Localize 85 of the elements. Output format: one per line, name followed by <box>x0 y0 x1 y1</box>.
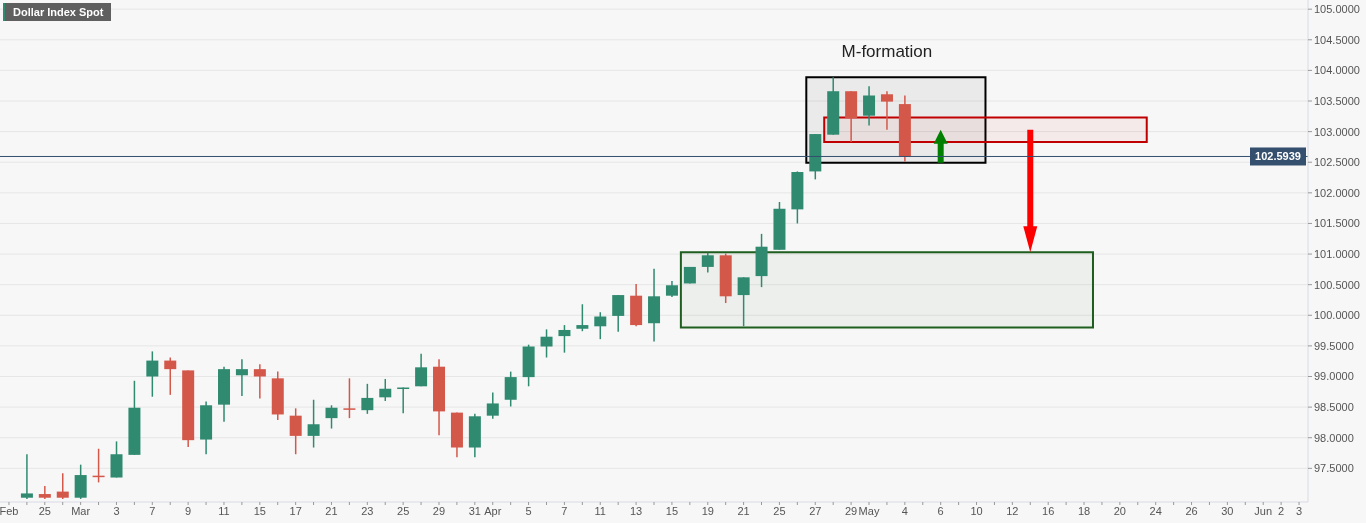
candlestick <box>486 391 499 420</box>
candlestick <box>863 85 876 127</box>
x-tick-label: 10 <box>970 504 983 517</box>
x-tick-label: 30 <box>1221 504 1234 517</box>
y-tick-label: 102.5000 <box>1314 156 1360 169</box>
x-tick-label: 25 <box>773 504 786 517</box>
candlestick <box>361 383 374 415</box>
candlestick <box>415 353 428 388</box>
x-tick-label: Jun <box>1254 504 1273 517</box>
x-tick-label: 17 <box>289 504 302 517</box>
candlestick <box>558 324 571 354</box>
x-tick-label: 13 <box>629 504 643 517</box>
x-tick-label: 15 <box>253 504 266 517</box>
x-tick-label: May <box>858 504 880 517</box>
y-tick-label: 98.5000 <box>1314 401 1354 414</box>
y-tick-label: 97.5000 <box>1314 462 1354 475</box>
candlestick <box>20 453 33 500</box>
x-tick-label: 11 <box>594 504 606 517</box>
candlestick <box>289 407 302 455</box>
x-tick-label: Mar <box>71 504 91 517</box>
candlestick <box>880 90 893 131</box>
x-tick-label: 16 <box>1042 504 1055 517</box>
text: Dollar Index Spot <box>3 3 112 21</box>
x-tick-label: 4 <box>901 504 908 517</box>
x-tick-label: 7 <box>561 504 568 517</box>
y-tick-label: 105.0000 <box>1314 3 1360 16</box>
ref-line-label: 102.5939 <box>1255 150 1301 163</box>
x-tick-label: 25 <box>38 504 51 517</box>
x-tick-label: 31 <box>468 504 481 517</box>
candlestick <box>307 399 320 449</box>
x-tick-label: 27 <box>809 504 822 517</box>
x-tick-label: 23 <box>361 504 374 517</box>
candlestick <box>594 311 607 340</box>
x-tick-label: 6 <box>937 504 944 517</box>
candlestick <box>110 440 123 479</box>
candlestick <box>379 378 392 402</box>
candlestick <box>146 350 159 398</box>
candlestick <box>540 328 553 359</box>
x-tick-label: 18 <box>1077 504 1091 517</box>
y-tick-label: 101.0000 <box>1314 247 1360 260</box>
candlestick <box>343 377 356 419</box>
y-tick-label: 103.0000 <box>1314 125 1360 138</box>
candlestick <box>164 356 177 396</box>
x-tick-label: 12 <box>1006 504 1019 517</box>
x-tick-label: 20 <box>1113 504 1126 517</box>
annotation: M-formation <box>841 42 933 62</box>
x-tick-label: 19 <box>701 504 714 517</box>
candlestick <box>56 472 69 500</box>
x-tick-label: Feb <box>0 504 19 517</box>
x-tick-label: 2 <box>1278 504 1285 517</box>
x-tick-label: 3 <box>113 504 120 517</box>
candlestick <box>612 294 625 333</box>
y-tick-label: 100.5000 <box>1314 278 1360 291</box>
x-tick-label: Apr <box>484 504 502 517</box>
y-tick-label: 104.0000 <box>1314 64 1360 77</box>
y-tick-label: 100.0000 <box>1314 309 1360 322</box>
y-tick-label: 102.0000 <box>1314 186 1360 199</box>
x-tick-label: 5 <box>525 504 532 517</box>
candlestick <box>576 303 589 332</box>
candlestick <box>235 358 248 397</box>
candlestick <box>74 463 87 500</box>
y-tick-label: 103.5000 <box>1314 94 1360 107</box>
candlestick <box>504 370 517 408</box>
candlestick <box>253 363 266 400</box>
candlestick <box>737 276 750 328</box>
x-tick-label: 15 <box>665 504 679 517</box>
candlestick <box>325 404 338 430</box>
x-tick-label: 21 <box>325 504 338 517</box>
x-tick-label: 29 <box>432 504 446 517</box>
x-tick-label: 21 <box>737 504 750 517</box>
x-tick-label: 7 <box>149 504 156 517</box>
x-tick-label: 11 <box>218 504 230 517</box>
x-tick-label: 26 <box>1185 504 1198 517</box>
x-tick-label: 3 <box>1295 504 1303 517</box>
y-tick-label: 99.5000 <box>1314 339 1354 352</box>
x-tick-label: 24 <box>1149 504 1162 517</box>
x-tick-label: 9 <box>185 504 192 517</box>
x-tick-label: 29 <box>844 504 858 517</box>
y-tick-label: 101.5000 <box>1314 217 1360 230</box>
candlestick <box>701 252 714 274</box>
y-tick-label: 98.0000 <box>1314 431 1354 444</box>
y-tick-label: 104.5000 <box>1314 33 1360 46</box>
y-tick-label: 99.0000 <box>1314 370 1354 383</box>
candlestick <box>38 485 51 500</box>
x-tick-label: 25 <box>397 504 410 517</box>
